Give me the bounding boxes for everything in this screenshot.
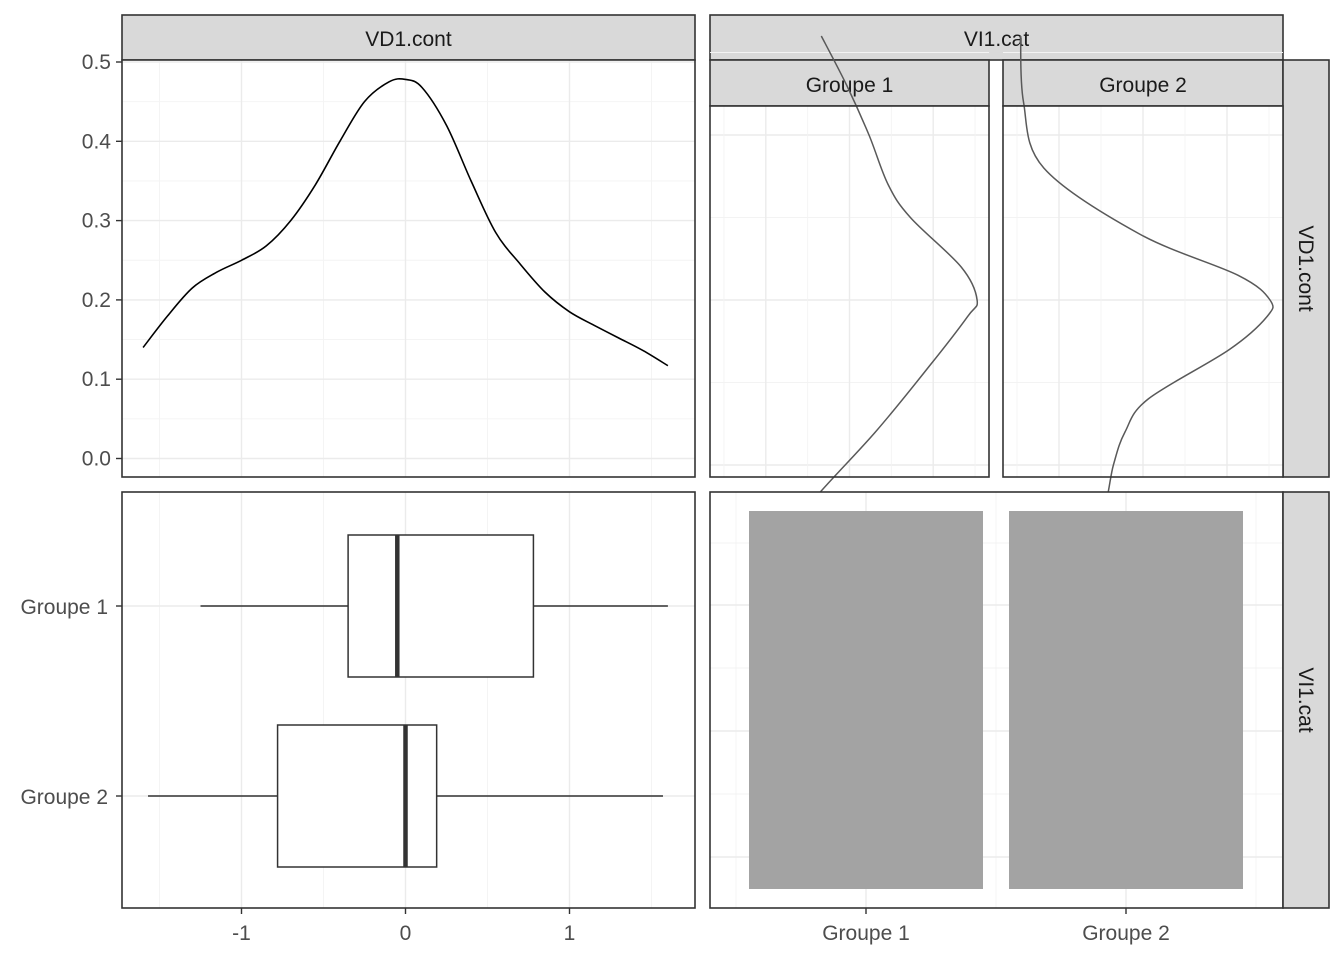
box-iqr bbox=[347, 534, 535, 678]
x-tick-label: 1 bbox=[564, 922, 576, 945]
category-tick-label: Groupe 1 bbox=[20, 596, 108, 619]
strip-vi1-right-label: VI1.cat bbox=[1294, 667, 1317, 733]
boxplot-1 bbox=[200, 534, 668, 678]
facet2-border bbox=[1002, 105, 1284, 478]
bar-x-axis-ticks: Groupe 1 Groupe 2 bbox=[822, 908, 1170, 945]
y-tick-label: 0.5 bbox=[82, 51, 111, 74]
strip-facet-groupe1 bbox=[709, 59, 990, 107]
boxplots bbox=[148, 534, 668, 868]
strip-vd1-right-label: VD1.cont bbox=[1294, 225, 1317, 312]
category-tick-label: Groupe 2 bbox=[20, 786, 108, 809]
box-iqr bbox=[276, 724, 438, 868]
strip-vi1-right bbox=[1282, 491, 1330, 909]
y-tick-label: 0.2 bbox=[82, 289, 111, 312]
strip-vi1-top-label: VI1.cat bbox=[964, 28, 1030, 51]
density-curve-groupe2 bbox=[1019, 35, 1274, 565]
x-tick-label: 0 bbox=[400, 922, 412, 945]
y-axis-ticks: 0.0 0.1 0.2 0.3 0.4 0.5 bbox=[82, 51, 122, 471]
x-axis-ticks: -1 0 1 bbox=[232, 908, 575, 945]
bar-1 bbox=[749, 511, 983, 889]
strip-facet-groupe2-label: Groupe 2 bbox=[1099, 74, 1187, 97]
strip-facet-groupe1-label: Groupe 1 bbox=[806, 74, 894, 97]
strip-vd1-top-label: VD1.cont bbox=[365, 28, 452, 51]
bars bbox=[749, 511, 1243, 889]
panel-a-grid bbox=[122, 60, 695, 477]
bar-tick-label: Groupe 2 bbox=[1082, 922, 1170, 945]
y-tick-label: 0.1 bbox=[82, 368, 111, 391]
panel-a-bg bbox=[122, 60, 695, 477]
facet1-border bbox=[709, 105, 990, 478]
density-curve-vd1 bbox=[142, 77, 669, 367]
bar-tick-label: Groupe 1 bbox=[822, 922, 910, 945]
panel-density-by-group: VI1.cat Groupe 1 Groupe 2 VD1.cont bbox=[709, 14, 1330, 565]
panel-boxplot: Groupe 1 Groupe 2 -1 0 1 bbox=[20, 491, 696, 945]
panel-a-border bbox=[121, 59, 696, 478]
panel-bars: VI1.cat Groupe 1 Groupe 2 bbox=[709, 491, 1330, 945]
category-axis-ticks: Groupe 1 Groupe 2 bbox=[20, 596, 122, 809]
y-tick-label: 0.4 bbox=[82, 130, 112, 153]
boxplot-2 bbox=[148, 724, 663, 868]
bar-2 bbox=[1009, 511, 1243, 889]
strip-facet-groupe2 bbox=[1002, 59, 1284, 107]
panel-density-vd1: VD1.cont 0.0 0.1 0.2 0.3 0.4 0.5 bbox=[82, 14, 696, 478]
y-tick-label: 0.0 bbox=[82, 448, 111, 471]
panel-c-border bbox=[121, 491, 696, 909]
density-curve-groupe1 bbox=[760, 35, 979, 565]
y-tick-label: 0.3 bbox=[82, 210, 111, 233]
strip-vd1-top bbox=[121, 14, 696, 61]
x-tick-label: -1 bbox=[232, 922, 251, 945]
